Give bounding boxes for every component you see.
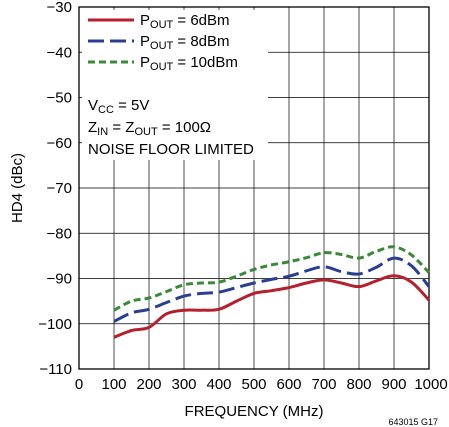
impedance-annotation: ZIN = ZOUT = 100Ω [88,119,211,138]
legend-label: POUT = 10dBm [140,54,238,73]
x-tick-label: 600 [276,376,301,393]
x-tick-label: 300 [171,376,196,393]
x-axis-title: FREQUENCY (MHz) [185,403,324,420]
x-tick-label: 900 [381,376,406,393]
series-layer [113,245,431,339]
x-tick-label: 700 [311,376,336,393]
legend-label: POUT = 8dBm [140,33,230,52]
y-tick-label: −80 [47,225,72,242]
noise-floor-annotation: NOISE FLOOR LIMITED [88,141,254,158]
x-tick-label: 0 [75,376,83,393]
y-axis-title: HD4 (dBc) [9,153,26,223]
y-tick-label: −30 [47,0,72,16]
x-tick-label: 200 [136,376,161,393]
legend-background [82,10,268,160]
legend: POUT = 6dBm POUT = 8dBm POUT = 10dBm [88,12,238,73]
x-tick-label: 800 [346,376,371,393]
plot-frame [78,6,430,370]
y-tick-label: −100 [38,316,72,333]
y-tick-labels: −30 −40 −50 −60 −70 −80 −90 −100 −110 [38,0,72,378]
x-tick-labels: 0 100 200 300 400 500 600 700 800 900 1000 [75,376,448,393]
series-line [113,245,431,312]
y-tick-label: −60 [47,135,72,152]
y-tick-label: −70 [47,180,72,197]
condition-annotations: VCC = 5V ZIN = ZOUT = 100Ω NOISE FLOOR L… [88,97,254,158]
y-tick-label: −90 [47,271,72,288]
vcc-annotation: VCC = 5V [88,97,149,116]
y-tick-label: −110 [39,361,72,378]
series-line [113,256,431,323]
legend-label: POUT = 6dBm [140,12,230,31]
x-tick-label: 400 [206,376,231,393]
y-tick-label: −40 [47,44,72,61]
x-tick-label: 100 [101,376,126,393]
x-tick-label: 1000 [414,376,447,393]
figure-id: 643015 G17 [388,417,438,427]
series-line [113,274,431,339]
y-tick-label: −50 [47,90,72,107]
x-tick-label: 500 [241,376,266,393]
